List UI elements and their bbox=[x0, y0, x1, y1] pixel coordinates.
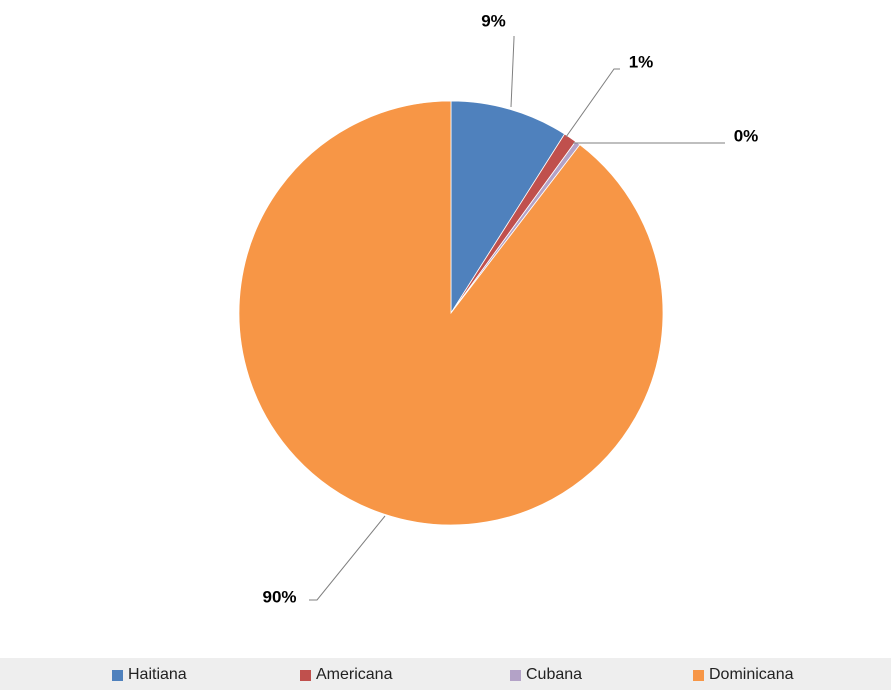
data-label-dominicana: 90% bbox=[250, 581, 309, 612]
legend-item-dominicana: Dominicana bbox=[693, 666, 794, 683]
data-label-box bbox=[725, 120, 767, 151]
legend-item-americana: Americana bbox=[300, 666, 393, 683]
data-label-text: 1% bbox=[629, 53, 654, 72]
legend: Haitiana Americana Cubana Dominicana bbox=[0, 658, 891, 690]
data-label-box bbox=[620, 46, 662, 77]
legend-swatch-americana bbox=[300, 669, 311, 681]
legend-item-cubana: Cubana bbox=[510, 666, 583, 683]
legend-label-cubana: Cubana bbox=[526, 666, 583, 683]
pie-slice-dominicana bbox=[238, 100, 664, 526]
data-label-text: 90% bbox=[262, 588, 296, 607]
data-label-cubana: 0% bbox=[725, 120, 767, 151]
leader-line-haitiana bbox=[510, 36, 515, 108]
pie-slice-haitiana bbox=[450, 100, 566, 315]
legend-label-americana: Americana bbox=[316, 666, 393, 683]
data-label-box bbox=[250, 581, 309, 612]
legend-swatch-cubana bbox=[510, 669, 521, 681]
data-label-text: 9% bbox=[481, 12, 506, 31]
legend-label-haitiana: Haitiana bbox=[128, 666, 187, 683]
pie-slices bbox=[238, 100, 664, 526]
leader-lines bbox=[309, 36, 725, 601]
leader-line-dominicana bbox=[309, 515, 386, 601]
data-label-americana: 1% bbox=[620, 46, 662, 77]
data-label-text: 0% bbox=[734, 127, 759, 146]
data-label-box bbox=[474, 5, 513, 36]
pie-chart: 9% 1% 0% 90% bbox=[238, 5, 767, 612]
leader-line-americana bbox=[565, 68, 620, 138]
legend-item-haitiana: Haitiana bbox=[112, 666, 187, 683]
data-labels: 9% 1% 0% 90% bbox=[250, 5, 767, 612]
legend-swatch-dominicana bbox=[693, 669, 704, 681]
data-label-haitiana: 9% bbox=[474, 5, 513, 36]
legend-swatch-haitiana bbox=[112, 669, 123, 681]
legend-label-dominicana: Dominicana bbox=[709, 666, 794, 683]
